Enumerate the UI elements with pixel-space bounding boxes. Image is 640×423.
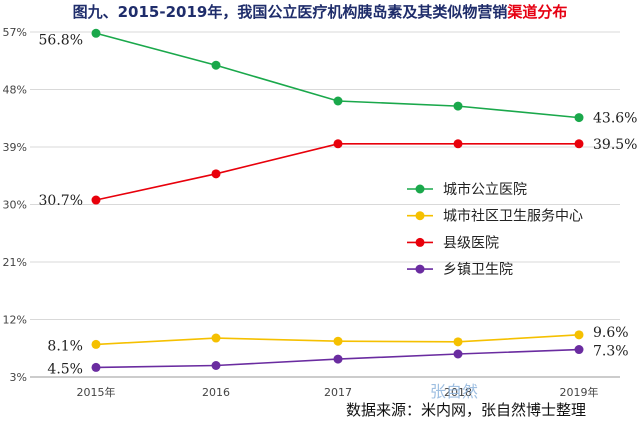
legend-marker — [415, 264, 425, 274]
series-point — [91, 362, 101, 372]
x-tick-label: 2017 — [324, 386, 352, 399]
legend-marker — [415, 211, 425, 221]
series-point — [91, 195, 101, 205]
legend-marker — [415, 184, 425, 194]
data-labels: 56.8% 43.6% 8.1% 9.6% 30.7% 39.5% 4.5% 7.3% — [39, 32, 638, 377]
data-label: 7.3% — [593, 344, 629, 360]
series-point — [453, 101, 463, 111]
title-highlight-text: 渠道分布 — [507, 3, 567, 21]
data-label: 43.6% — [593, 111, 637, 127]
gridlines — [30, 31, 620, 378]
y-axis-ticks: 3% 12% 21% 30% 39% 48% 57% — [3, 26, 27, 384]
series-point — [211, 60, 221, 70]
data-label: 9.6% — [593, 325, 629, 341]
data-label: 4.5% — [47, 361, 83, 377]
series-point — [453, 349, 463, 359]
series-point — [333, 96, 343, 106]
legend-label: 乡镇卫生院 — [443, 262, 513, 278]
y-tick-label: 39% — [3, 141, 27, 154]
series-point — [211, 333, 221, 343]
x-tick-label: 2015年 — [77, 385, 116, 399]
data-label: 56.8% — [39, 32, 83, 48]
y-tick-label: 30% — [3, 199, 27, 212]
legend-marker — [415, 237, 425, 247]
series-point — [211, 169, 221, 179]
series-point — [211, 361, 221, 370]
series-point — [91, 28, 101, 38]
series-point — [574, 345, 584, 355]
title-main-text: 图九、2015-2019年，我国公立医疗机构胰岛素及其类似物营销 — [73, 3, 508, 21]
legend-label: 县级医院 — [443, 235, 499, 251]
series-point — [453, 337, 463, 347]
data-label: 8.1% — [47, 338, 83, 354]
legend-label: 城市公立医院 — [443, 181, 527, 198]
data-label: 39.5% — [593, 137, 637, 153]
series-point — [574, 113, 584, 123]
chart-title: 图九、2015-2019年，我国公立医疗机构胰岛素及其类似物营销渠道分布 — [73, 3, 568, 21]
series-point — [333, 354, 343, 364]
series-point — [333, 336, 343, 346]
x-axis-ticks: 2015年 2016 2017 2018 2019年 — [77, 385, 599, 399]
watermark-text: 张自然 — [430, 382, 478, 401]
legend-label: 城市社区卫生服务中心 — [443, 208, 583, 225]
series-layer — [91, 28, 584, 372]
y-tick-label: 3% — [10, 371, 27, 384]
svg-text:图九、2015-2019年，我国公立医疗机构胰岛素及其类似物: 图九、2015-2019年，我国公立医疗机构胰岛素及其类似物营销渠道分布 — [73, 3, 568, 21]
source-note: 数据来源：米内网，张自然博士整理 — [346, 401, 586, 419]
data-label: 30.7% — [39, 193, 83, 209]
series-point — [333, 139, 343, 149]
y-tick-label: 57% — [3, 26, 27, 39]
y-tick-label: 12% — [3, 314, 27, 327]
y-tick-label: 21% — [3, 256, 27, 269]
y-tick-label: 48% — [3, 84, 27, 97]
x-tick-label: 2019年 — [560, 385, 599, 399]
series-point — [91, 339, 101, 349]
x-tick-label: 2018 — [444, 386, 472, 399]
series-point — [453, 139, 463, 149]
series-point — [574, 330, 584, 340]
series-point — [574, 139, 584, 149]
x-tick-label: 2016 — [202, 386, 230, 399]
